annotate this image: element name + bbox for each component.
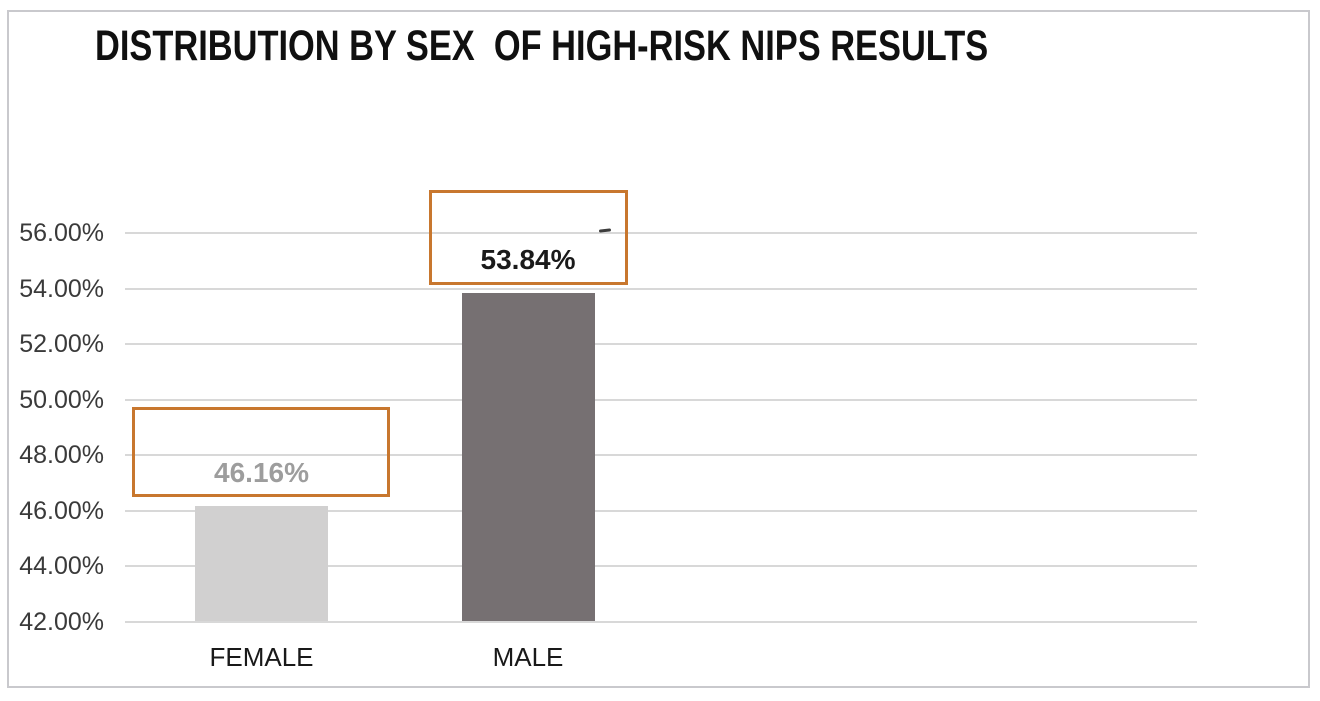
y-axis-tick-label: 52.00% bbox=[19, 330, 104, 358]
gridline-42 bbox=[125, 620, 1197, 623]
bar-male bbox=[461, 292, 595, 622]
annotation-box-male bbox=[429, 190, 628, 285]
y-axis-tick-label: 48.00% bbox=[19, 441, 104, 469]
bar-female bbox=[195, 506, 328, 622]
gridline-52 bbox=[125, 343, 1197, 345]
y-axis-tick-label: 56.00% bbox=[19, 219, 104, 247]
y-axis-tick-label: 54.00% bbox=[19, 274, 104, 303]
data-label-female: 46.16% bbox=[214, 457, 309, 489]
y-axis-tick-label: 44.00% bbox=[19, 552, 104, 580]
category-label-female: FEMALE bbox=[209, 642, 314, 672]
figure-border bbox=[7, 10, 1310, 688]
chart-title: DISTRIBUTION BY SEX OF HIGH-RISK NIPS RE… bbox=[95, 22, 989, 70]
gridline-56 bbox=[125, 232, 1197, 234]
y-axis-tick-label: 50.00% bbox=[19, 385, 104, 414]
gridline-44 bbox=[125, 565, 1197, 567]
data-label-male: 53.84% bbox=[480, 243, 576, 275]
annotation-box-female bbox=[132, 407, 390, 497]
y-axis-tick-label: 42.00% bbox=[19, 607, 104, 636]
gridline-50 bbox=[125, 398, 1197, 401]
gridline-54 bbox=[125, 287, 1197, 290]
gridline-48 bbox=[125, 454, 1197, 456]
category-label-male: MALE bbox=[492, 642, 564, 672]
y-axis-tick-label: 46.00% bbox=[19, 496, 104, 525]
gridline-46 bbox=[125, 509, 1197, 512]
